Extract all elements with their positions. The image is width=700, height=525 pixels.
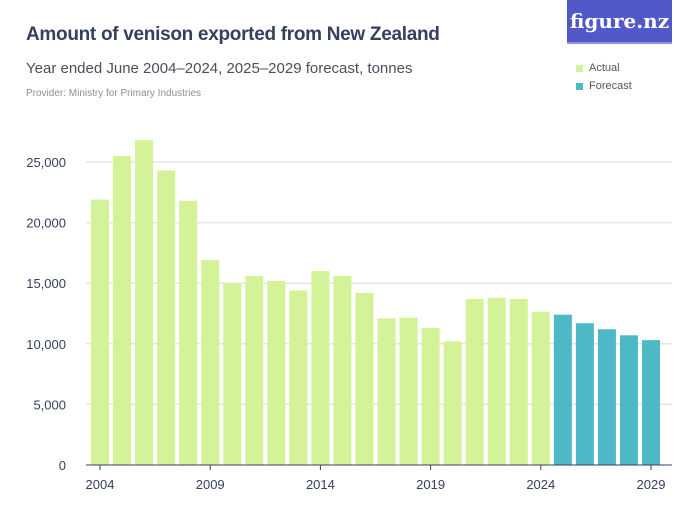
bar-actual-2006 <box>135 140 154 465</box>
bar-actual-2009 <box>201 260 220 465</box>
bar-actual-2015 <box>333 275 352 465</box>
y-tick-label: 5,000 <box>33 397 66 412</box>
bar-actual-2008 <box>179 200 198 465</box>
bar-forecast-2028 <box>619 335 638 465</box>
bar-actual-2021 <box>465 298 484 465</box>
y-tick-label: 10,000 <box>26 337 66 352</box>
x-tick-label: 2019 <box>416 477 445 492</box>
legend-label-actual: Actual <box>589 62 620 74</box>
bar-actual-2010 <box>223 283 242 465</box>
bar-actual-2016 <box>355 292 374 465</box>
bar-actual-2012 <box>267 280 286 465</box>
bar-actual-2023 <box>509 298 528 465</box>
y-tick-label: 0 <box>59 458 66 473</box>
bar-actual-2007 <box>157 170 176 465</box>
x-tick-label: 2004 <box>86 477 115 492</box>
bar-actual-2017 <box>377 318 396 465</box>
bar-actual-2004 <box>91 199 109 465</box>
figure-nz-logo[interactable]: figure.nz <box>567 0 672 44</box>
x-tick-label: 2024 <box>526 477 555 492</box>
y-tick-label: 25,000 <box>26 155 66 170</box>
legend-swatch-forecast <box>576 82 583 90</box>
bar-actual-2020 <box>443 341 462 465</box>
legend-swatch-actual <box>576 64 583 72</box>
x-tick-label: 2009 <box>196 477 225 492</box>
y-tick-label: 20,000 <box>26 216 66 231</box>
bar-actual-2014 <box>311 271 330 465</box>
bar-forecast-2027 <box>597 329 616 465</box>
bar-actual-2011 <box>245 275 264 465</box>
y-tick-label: 15,000 <box>26 276 66 291</box>
bar-actual-2005 <box>113 155 132 465</box>
legend-item-forecast: Forecast <box>576 80 632 92</box>
bar-actual-2024 <box>531 311 550 465</box>
bar-actual-2019 <box>421 328 440 465</box>
legend-item-actual: Actual <box>576 62 620 74</box>
bar-actual-2022 <box>487 297 506 465</box>
provider-text: Provider: Ministry for Primary Industrie… <box>26 88 202 99</box>
chart-subtitle: Year ended June 2004–2024, 2025–2029 for… <box>26 60 413 77</box>
bar-forecast-2025 <box>553 314 572 465</box>
legend-label-forecast: Forecast <box>589 80 632 92</box>
x-tick-label: 2029 <box>637 477 666 492</box>
x-tick-label: 2014 <box>306 477 335 492</box>
bar-forecast-2029 <box>642 340 660 465</box>
bar-forecast-2026 <box>575 323 594 465</box>
bar-actual-2018 <box>399 317 418 465</box>
chart-title: Amount of venison exported from New Zeal… <box>26 24 440 45</box>
bar-actual-2013 <box>289 290 308 465</box>
